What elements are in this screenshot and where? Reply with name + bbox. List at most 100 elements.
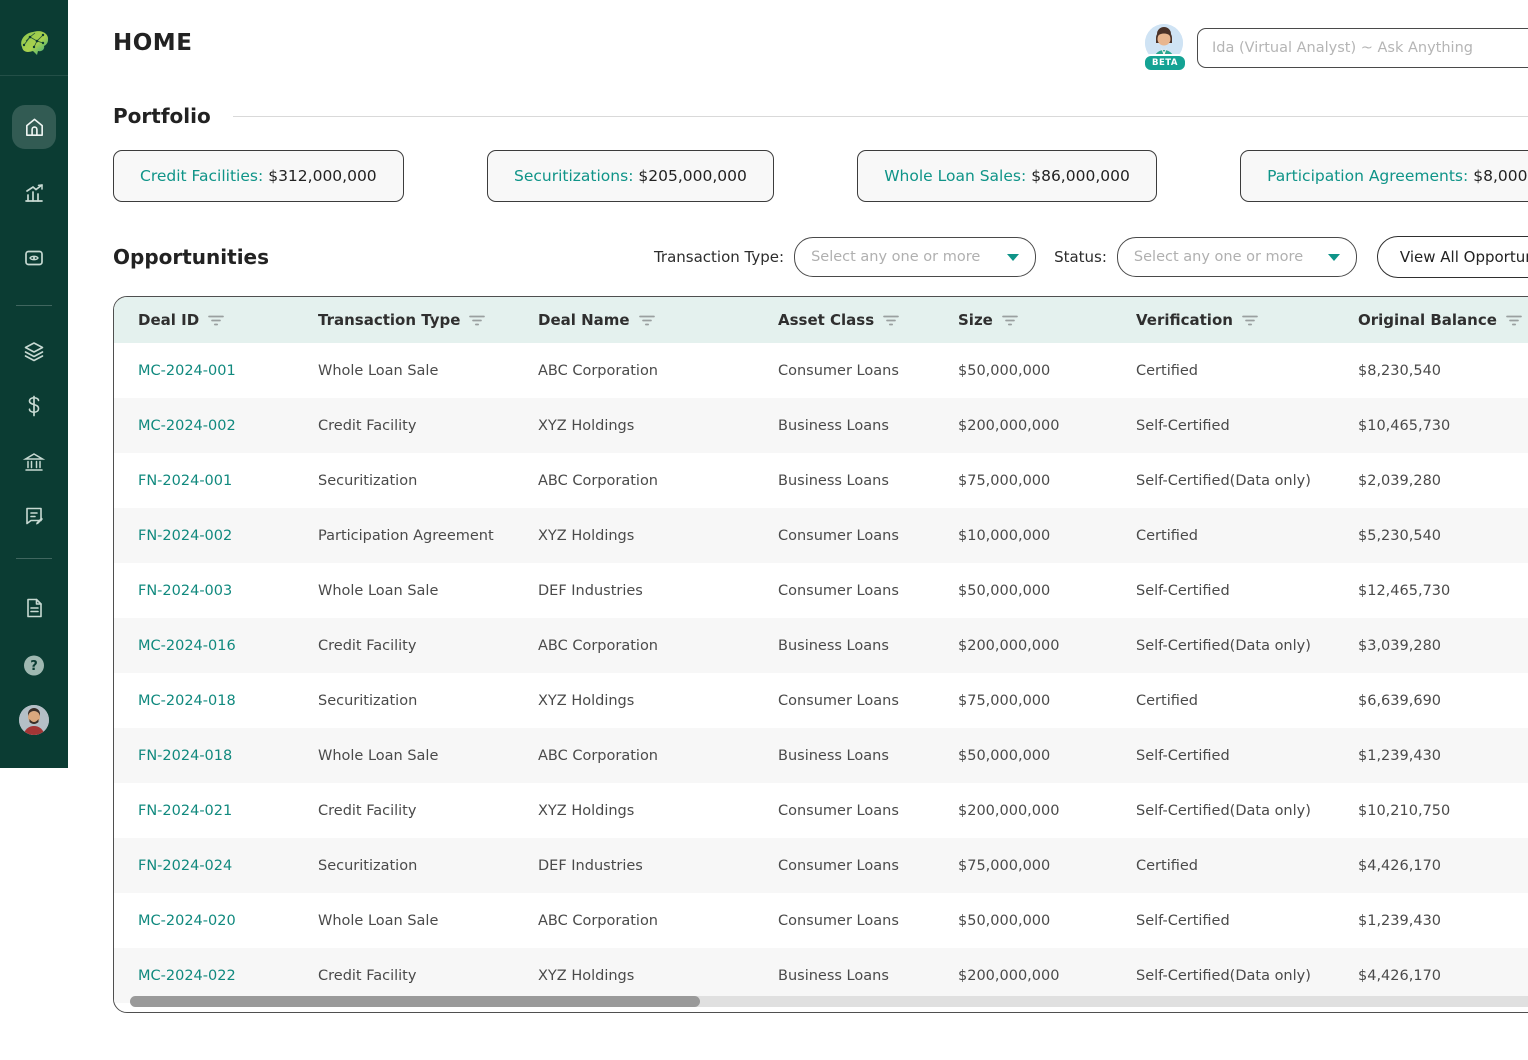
stat-card-participation-agreements: Participation Agreements: $8,000,000 bbox=[1240, 150, 1528, 202]
horizontal-scrollbar[interactable] bbox=[130, 996, 1528, 1007]
column-header-label: Verification bbox=[1136, 311, 1233, 329]
cell-verification: Certified bbox=[1136, 857, 1198, 874]
cell-deal-name: XYZ Holdings bbox=[538, 967, 635, 984]
cell-transaction-type: Whole Loan Sale bbox=[318, 582, 439, 599]
cell-original-balance: $8,230,540 bbox=[1358, 362, 1442, 379]
cell-deal-name: DEF Industries bbox=[538, 857, 643, 874]
cell-deal-id[interactable]: MC-2024-018 bbox=[138, 692, 236, 709]
sidebar-item-analytics[interactable] bbox=[22, 181, 46, 205]
sidebar-item-monitor[interactable] bbox=[22, 246, 46, 270]
cell-original-balance: $5,230,540 bbox=[1358, 527, 1442, 544]
horizontal-scrollbar-thumb[interactable] bbox=[130, 996, 700, 1007]
sidebar-item-notes[interactable] bbox=[22, 504, 46, 528]
cell-size: $75,000,000 bbox=[958, 692, 1051, 709]
view-all-opportunities-button[interactable]: View All Opportunities bbox=[1376, 236, 1528, 278]
stat-label: Securitizations bbox=[514, 167, 629, 185]
sidebar-user-avatar[interactable] bbox=[19, 705, 49, 735]
cell-deal-id[interactable]: MC-2024-022 bbox=[138, 967, 236, 984]
cell-deal-name: XYZ Holdings bbox=[538, 527, 635, 544]
table-body: MC-2024-001 Whole Loan Sale ABC Corporat… bbox=[114, 343, 1528, 1003]
cell-transaction-type: Credit Facility bbox=[318, 417, 417, 434]
table-row: FN-2024-021 Credit Facility XYZ Holdings… bbox=[114, 783, 1528, 838]
filter-icon bbox=[638, 315, 655, 325]
sidebar-item-bank[interactable] bbox=[22, 450, 46, 474]
transaction-type-dropdown[interactable]: Select any one or more bbox=[794, 237, 1037, 277]
stat-card-credit-facilities: Credit Facilities: $312,000,000 bbox=[113, 150, 404, 202]
cell-asset-class: Consumer Loans bbox=[778, 857, 899, 874]
cell-transaction-type: Securitization bbox=[318, 692, 418, 709]
sidebar-item-help[interactable]: ? bbox=[22, 653, 46, 677]
cell-original-balance: $10,465,730 bbox=[1358, 417, 1451, 434]
cell-deal-id[interactable]: FN-2024-001 bbox=[138, 472, 233, 489]
cell-deal-id[interactable]: FN-2024-018 bbox=[138, 747, 233, 764]
table-row: MC-2024-022 Credit Facility XYZ Holdings… bbox=[114, 948, 1528, 1003]
cell-deal-id[interactable]: FN-2024-024 bbox=[138, 857, 233, 874]
portfolio-cards: Credit Facilities: $312,000,000 Securiti… bbox=[113, 150, 1528, 202]
cell-verification: Certified bbox=[1136, 527, 1198, 544]
cell-deal-id[interactable]: MC-2024-002 bbox=[138, 417, 236, 434]
user-avatar-image bbox=[19, 705, 49, 735]
cell-size: $50,000,000 bbox=[958, 582, 1051, 599]
column-header[interactable]: Original Balance bbox=[1358, 311, 1528, 329]
column-header-label: Transaction Type bbox=[318, 311, 461, 329]
stat-label: Participation Agreements bbox=[1267, 167, 1463, 185]
cell-deal-id[interactable]: FN-2024-003 bbox=[138, 582, 233, 599]
cell-deal-name: ABC Corporation bbox=[538, 637, 659, 654]
cell-size: $200,000,000 bbox=[958, 802, 1060, 819]
column-header-label: Deal ID bbox=[138, 311, 200, 329]
cell-deal-id[interactable]: FN-2024-002 bbox=[138, 527, 233, 544]
cell-deal-name: ABC Corporation bbox=[538, 747, 659, 764]
chevron-down-icon bbox=[1327, 253, 1340, 261]
cell-deal-id[interactable]: MC-2024-020 bbox=[138, 912, 236, 929]
cell-transaction-type: Whole Loan Sale bbox=[318, 362, 439, 379]
cell-size: $200,000,000 bbox=[958, 637, 1060, 654]
cell-original-balance: $3,039,280 bbox=[1358, 637, 1442, 654]
cell-verification: Certified bbox=[1136, 362, 1198, 379]
dropdown-placeholder: Select any one or more bbox=[811, 249, 981, 265]
column-header[interactable]: Deal ID bbox=[138, 311, 318, 329]
cell-size: $200,000,000 bbox=[958, 967, 1060, 984]
stat-value: $312,000,000 bbox=[268, 167, 377, 185]
status-dropdown[interactable]: Select any one or more bbox=[1116, 237, 1357, 277]
sidebar-item-documents[interactable] bbox=[22, 596, 46, 620]
cell-original-balance: $10,210,750 bbox=[1358, 802, 1451, 819]
table-row: MC-2024-016 Credit Facility ABC Corporat… bbox=[114, 618, 1528, 673]
table-header-row: Deal ID Transaction Type Deal Name bbox=[114, 297, 1528, 343]
document-edit-icon bbox=[26, 507, 43, 525]
cell-size: $200,000,000 bbox=[958, 417, 1060, 434]
column-header[interactable]: Transaction Type bbox=[318, 311, 538, 329]
cell-verification: Self-Certified bbox=[1136, 912, 1230, 929]
assistant-search-input[interactable] bbox=[1197, 28, 1528, 68]
cell-transaction-type: Whole Loan Sale bbox=[318, 747, 439, 764]
cell-deal-name: XYZ Holdings bbox=[538, 802, 635, 819]
cell-deal-name: XYZ Holdings bbox=[538, 692, 635, 709]
stat-card-whole-loan-sales: Whole Loan Sales: $86,000,000 bbox=[857, 150, 1157, 202]
sidebar-item-layers[interactable] bbox=[22, 339, 46, 363]
cell-verification: Self-Certified bbox=[1136, 747, 1230, 764]
transaction-type-filter-label: Transaction Type: bbox=[653, 248, 785, 266]
filter-icon bbox=[1002, 315, 1018, 325]
cell-transaction-type: Credit Facility bbox=[318, 802, 417, 819]
column-header[interactable]: Asset Class bbox=[778, 311, 958, 329]
status-filter-label: Status: bbox=[1054, 248, 1107, 266]
analytics-icon bbox=[25, 184, 43, 202]
table-row: MC-2024-020 Whole Loan Sale ABC Corporat… bbox=[114, 893, 1528, 948]
sidebar-item-finance[interactable] bbox=[22, 394, 46, 418]
sidebar-divider bbox=[16, 558, 52, 559]
assistant-avatar-wrap: BETA bbox=[1142, 24, 1188, 72]
sidebar-item-home[interactable] bbox=[12, 105, 56, 149]
column-header[interactable]: Deal Name bbox=[538, 311, 778, 329]
column-header[interactable]: Verification bbox=[1136, 311, 1358, 329]
column-header-label: Asset Class bbox=[778, 311, 875, 329]
dollar-icon bbox=[28, 395, 40, 417]
brain-logo-icon bbox=[21, 30, 49, 55]
cell-deal-id[interactable]: MC-2024-016 bbox=[138, 637, 236, 654]
cell-transaction-type: Credit Facility bbox=[318, 967, 417, 984]
cell-transaction-type: Credit Facility bbox=[318, 637, 417, 654]
home-icon bbox=[25, 118, 43, 136]
app-logo[interactable] bbox=[0, 14, 68, 76]
column-header[interactable]: Size bbox=[958, 311, 1136, 329]
cell-deal-id[interactable]: FN-2024-021 bbox=[138, 802, 233, 819]
cell-deal-id[interactable]: MC-2024-001 bbox=[138, 362, 236, 379]
